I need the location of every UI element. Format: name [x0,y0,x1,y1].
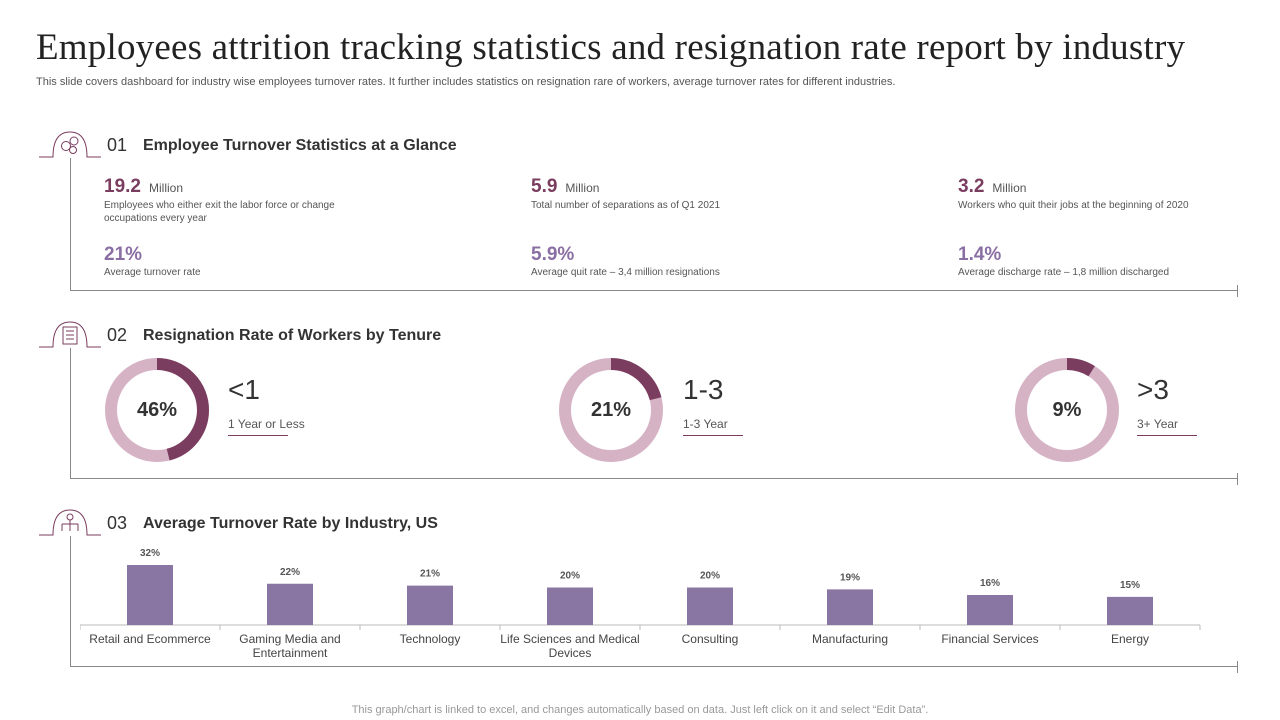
tenure-range: >3 [1137,374,1169,405]
stat-description: Average discharge rate – 1,8 million dis… [958,267,1170,278]
section2-frame-bottom [70,478,1238,479]
bar-value-label: 16% [980,578,1000,589]
bar-value-label: 20% [700,571,720,582]
donut-percent-label: 46% [136,399,178,421]
stat-description: Average quit rate – 3,4 million resignat… [531,267,720,278]
building-icon [38,320,102,348]
bar-value-label: 15% [1120,580,1140,591]
stat-value: 19.2 Million [104,176,183,197]
tenure-label: 1-3 Year [683,417,728,431]
x-tick-label: Retail and Ecommerce [89,632,211,646]
people-coins-icon [38,130,102,158]
x-tick-label: Financial Services [941,632,1038,646]
tenure-donut-1 [559,358,663,462]
tenure-range: 1-3 [683,374,724,405]
bar-value-label: 21% [420,569,440,580]
section3-title: Average Turnover Rate by Industry, US [143,515,438,532]
donut-arc [559,358,663,462]
stat-value: 1.4% [958,244,1002,265]
stat-description: Employees who either exit the labor forc… [104,200,335,224]
x-tick-label: Energy [1111,632,1149,646]
donut-arc [1015,358,1119,462]
section2-frame-left [70,348,71,479]
tenure-underline [1137,435,1197,436]
section1-frame-left [70,158,71,291]
donut-arc [105,358,209,462]
x-tick-label: Technology [400,632,461,646]
stat-value: 5.9% [531,244,575,265]
x-tick-label: Life Sciences and Medical [500,632,639,646]
section1-frame-bottom [70,290,1238,291]
x-tick-label: Manufacturing [812,632,888,646]
section1-title: Employee Turnover Statistics at a Glance [143,137,457,154]
donut-percent-label: 21% [590,399,632,421]
section2-number: 02 [107,325,128,345]
x-tick-label: Gaming Media and [239,632,340,646]
section3-frame-left [70,536,71,667]
tenure-donut-0 [105,358,209,462]
x-tick-label: Devices [549,646,592,660]
tenure-donut-2 [1015,358,1119,462]
tenure-label: 3+ Year [1137,417,1179,431]
section2-title: Resignation Rate of Workers by Tenure [143,327,442,344]
bar [687,587,733,625]
section1-number: 01 [107,135,128,155]
org-chart-icon [38,508,102,536]
bar [827,589,873,625]
stat-description: Workers who quit their jobs at the begin… [958,200,1189,211]
section3-number: 03 [107,513,128,533]
bar [127,565,173,625]
tenure-underline [228,435,288,436]
bar [267,583,313,625]
industry-bar-chart: 32% Retail and Ecommerce 22% Gaming Media a… [80,548,1201,660]
stat-value: 21% [104,244,143,265]
stat-value: 3.2 Million [958,176,1027,197]
section3-frame-bottom [70,666,1238,667]
bar-value-label: 20% [560,571,580,582]
bar [407,585,453,625]
bar [1107,596,1153,625]
x-tick-label: Consulting [682,632,739,646]
tenure-range: <1 [228,374,260,405]
page-subtitle: This slide covers dashboard for industry… [36,76,896,88]
bar-value-label: 19% [840,572,860,583]
section3-frame-tick [1237,661,1238,673]
section2-frame-tick [1237,473,1238,485]
bar [547,587,593,625]
stat-description: Total number of separations as of Q1 202… [531,200,721,211]
x-tick-label: Entertainment [253,646,328,660]
section1-frame-tick [1237,285,1238,297]
donut-percent-label: 9% [1052,399,1082,421]
stat-description: Average turnover rate [104,267,201,278]
bar-value-label: 32% [140,548,160,559]
footer-note: This graph/chart is linked to excel, and… [351,704,929,716]
bar [967,595,1013,625]
stat-value: 5.9 Million [531,176,600,197]
tenure-underline [683,435,743,436]
bar-value-label: 22% [280,567,300,578]
tenure-label: 1 Year or Less [228,417,305,431]
page-title: Employees attrition tracking statistics … [36,27,1186,68]
